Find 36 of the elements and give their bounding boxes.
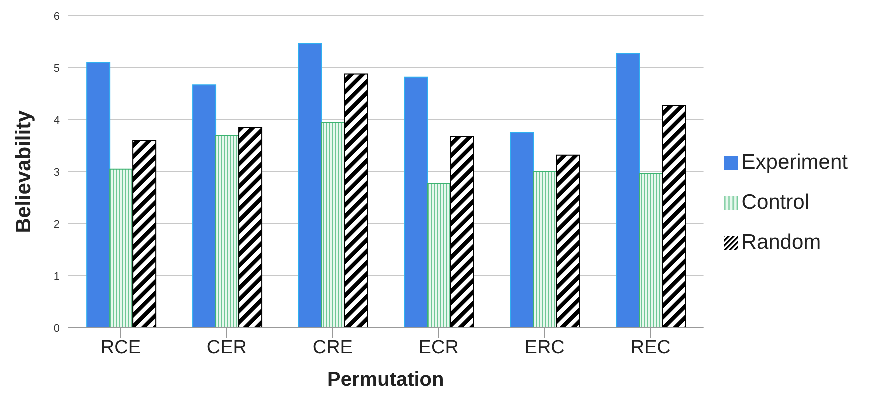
x-tick-label: REC <box>630 337 671 358</box>
bar <box>533 172 558 328</box>
y-tick-label: 2 <box>54 218 60 231</box>
bar <box>322 122 346 328</box>
bar <box>344 74 368 328</box>
bar <box>556 154 580 328</box>
x-tick-label: CRE <box>312 337 353 358</box>
bar <box>238 127 263 328</box>
y-tick-label: 4 <box>54 114 60 127</box>
y-tick-label: 5 <box>54 62 60 75</box>
x-axis-title: Permutation <box>328 369 444 391</box>
bar <box>298 43 322 328</box>
bar <box>510 132 534 328</box>
x-tick-label: CER <box>206 337 248 358</box>
bar <box>110 168 134 328</box>
legend-label: Experiment <box>742 151 848 174</box>
legend-label: Control <box>742 191 810 214</box>
bar <box>132 140 157 328</box>
y-tick-label: 0 <box>54 322 60 335</box>
bar <box>404 76 428 328</box>
bar <box>450 136 474 328</box>
y-tick-label: 3 <box>54 166 60 179</box>
x-tick-label: ERC <box>524 337 565 358</box>
bar <box>192 84 217 328</box>
bar <box>216 135 240 328</box>
bar <box>616 53 640 328</box>
legend-label: Random <box>742 231 822 254</box>
y-tick-label: 1 <box>54 270 60 283</box>
bar <box>86 62 111 328</box>
bar <box>427 183 452 328</box>
x-tick-label: ECR <box>418 337 459 358</box>
x-tick-label: RCE <box>100 337 142 358</box>
bar <box>662 105 686 328</box>
y-axis-title: Believability <box>12 110 36 234</box>
y-tick-label: 6 <box>54 10 60 23</box>
bar <box>639 173 664 328</box>
